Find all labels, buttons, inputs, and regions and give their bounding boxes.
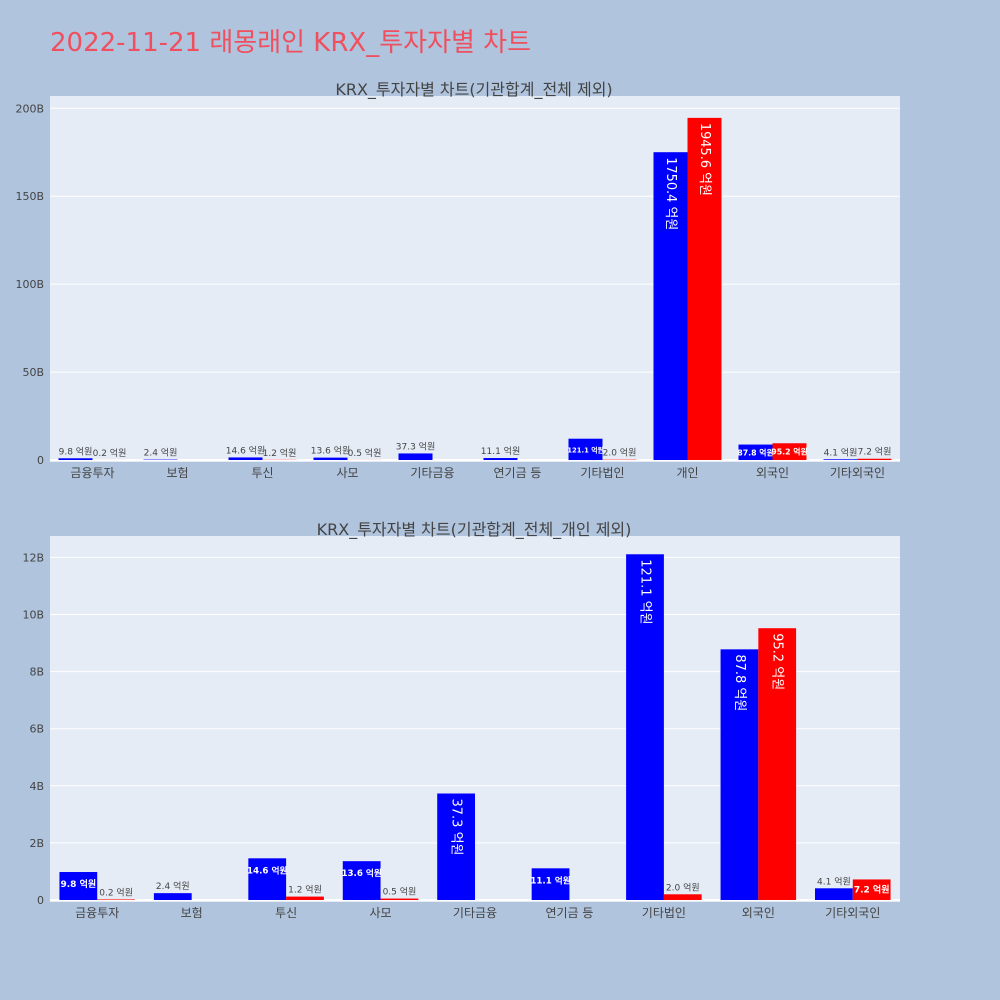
y-tick-label: 200B <box>15 102 44 115</box>
bar <box>59 872 98 900</box>
x-tick-label: 투신 <box>275 906 297 920</box>
x-tick-label: 보험 <box>181 906 203 920</box>
y-tick-label: 100B <box>15 278 44 291</box>
bar <box>248 858 287 900</box>
x-tick-label: 연기금 등 <box>494 466 542 480</box>
x-tick-label: 보험 <box>166 466 188 480</box>
bar <box>823 459 858 460</box>
data-label: 2.0 억원 <box>666 881 700 893</box>
bar <box>228 457 263 460</box>
x-tick-label: 금융투자 <box>75 906 119 920</box>
x-tick-label: 연기금 등 <box>545 906 593 920</box>
x-tick-label: 기타외국인 <box>825 906 880 920</box>
x-tick-label: 기타외국인 <box>830 466 885 480</box>
data-label: 95.2 억원 <box>770 633 785 690</box>
bar <box>857 458 892 460</box>
bar <box>531 868 570 900</box>
page-title: 2022-11-21 래몽래인 KRX_투자자별 차트 <box>50 28 532 58</box>
x-tick-label: 투신 <box>251 466 273 480</box>
bar <box>97 899 135 900</box>
data-label: 1750.4 억원 <box>663 157 678 230</box>
data-label: 121.1 억원 <box>567 445 604 454</box>
data-label: 37.3 억원 <box>449 799 464 856</box>
bar <box>720 649 759 900</box>
data-label: 2.4 억원 <box>144 447 178 459</box>
data-label: 0.2 억원 <box>93 447 127 459</box>
bar <box>437 793 475 900</box>
y-tick-label: 0 <box>37 454 44 467</box>
x-tick-label: 기타법인 <box>580 466 624 480</box>
x-tick-label: 기타금융 <box>453 906 497 920</box>
bar <box>772 443 807 460</box>
plot-area <box>50 96 900 462</box>
y-tick-label: 50B <box>22 366 44 379</box>
x-tick-label: 사모 <box>336 466 358 480</box>
x-tick-label: 외국인 <box>742 906 775 920</box>
data-label: 37.3 억원 <box>396 440 435 452</box>
data-label: 2.0 억원 <box>603 447 637 459</box>
data-label: 13.6 억원 <box>341 867 381 879</box>
subplot-title: KRX_투자자별 차트(기관합계_전체_개인 제외) <box>317 520 632 540</box>
x-tick-label: 금융투자 <box>70 466 114 480</box>
data-label: 14.6 억원 <box>247 864 287 876</box>
bar <box>852 879 891 900</box>
data-label: 95.2 억원 <box>771 447 807 457</box>
bar <box>483 458 518 460</box>
y-tick-label: 2B <box>29 837 44 850</box>
data-label: 87.8 억원 <box>737 447 773 457</box>
data-label: 2.4 억원 <box>156 880 190 892</box>
x-tick-label: 기타법인 <box>642 906 686 920</box>
y-tick-label: 0 <box>37 894 44 907</box>
data-label: 7.2 억원 <box>858 446 892 458</box>
x-tick-label: 개인 <box>676 466 698 480</box>
data-label: 13.6 억원 <box>311 445 350 457</box>
data-label: 7.2 억원 <box>854 884 890 896</box>
bar <box>153 893 192 900</box>
y-tick-label: 150B <box>15 190 44 203</box>
x-tick-label: 기타금융 <box>410 466 454 480</box>
bar <box>398 453 433 460</box>
bar <box>58 458 93 460</box>
bar <box>626 554 664 900</box>
bar <box>342 861 381 900</box>
data-label: 9.8 억원 <box>61 878 97 890</box>
bar <box>738 444 773 460</box>
y-tick-label: 8B <box>29 666 44 679</box>
bar <box>687 117 722 460</box>
bar <box>380 898 419 900</box>
y-tick-label: 6B <box>29 723 44 736</box>
bar <box>313 457 348 460</box>
data-label: 4.1 억원 <box>824 446 858 458</box>
x-tick-label: 사모 <box>370 906 392 920</box>
data-label: 1.2 억원 <box>263 447 297 459</box>
data-label: 87.8 억원 <box>732 654 747 711</box>
data-label: 4.1 억원 <box>817 875 851 887</box>
data-label: 0.5 억원 <box>348 447 382 459</box>
bar <box>568 438 603 460</box>
y-tick-label: 10B <box>22 609 44 622</box>
bar <box>815 888 853 900</box>
data-label: 121.1 억원 <box>638 559 653 624</box>
data-label: 1.2 억원 <box>288 884 322 896</box>
data-label: 0.5 억원 <box>383 886 417 898</box>
bar <box>653 152 688 460</box>
bar <box>758 628 797 900</box>
y-tick-label: 12B <box>22 551 44 564</box>
data-label: 9.8 억원 <box>59 445 93 457</box>
subplot-title: KRX_투자자별 차트(기관합계_전체 제외) <box>335 80 612 100</box>
bar <box>286 896 324 900</box>
data-label: 14.6 억원 <box>226 444 265 456</box>
data-label: 11.1 억원 <box>530 874 570 886</box>
data-label: 0.2 억원 <box>99 886 133 898</box>
y-tick-label: 4B <box>29 780 44 793</box>
x-tick-label: 외국인 <box>756 466 789 480</box>
data-label: 11.1 억원 <box>481 445 520 457</box>
data-label: 1945.6 억원 <box>697 123 712 196</box>
bar <box>663 894 702 900</box>
